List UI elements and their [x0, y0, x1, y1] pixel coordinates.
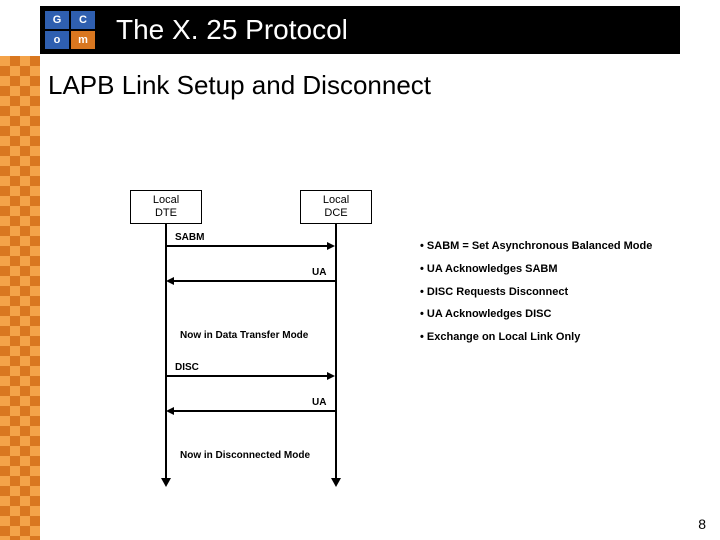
msg-arrow-ua2: [173, 410, 335, 412]
title-bar: G C o m The X. 25 Protocol: [40, 6, 680, 54]
msg-arrow-ua1: [173, 280, 335, 282]
mode-label-disconnected: Now in Disconnected Mode: [180, 450, 310, 461]
logo-cell: C: [71, 11, 95, 29]
arrowhead-right-icon: [327, 242, 335, 250]
page-number: 8: [698, 516, 706, 532]
msg-label-ua1: UA: [312, 267, 326, 278]
bullet-item: DISC Requests Disconnect: [420, 286, 680, 300]
msg-label-disc: DISC: [175, 362, 199, 373]
msg-label-ua2: UA: [312, 397, 326, 408]
dte-lifeline: [165, 224, 167, 480]
lifeline-arrowhead: [331, 478, 341, 487]
logo-cell: G: [45, 11, 69, 29]
dce-lifeline: [335, 224, 337, 480]
dce-node: Local DCE: [300, 190, 372, 224]
logo-cell: o: [45, 31, 69, 49]
logo-cell: m: [71, 31, 95, 49]
bullet-item: Exchange on Local Link Only: [420, 331, 680, 345]
sequence-diagram: Local DTE Local DCE SABM UA Now in Data …: [130, 190, 410, 490]
arrowhead-left-icon: [166, 407, 174, 415]
gcom-logo: G C o m: [44, 10, 102, 50]
arrowhead-left-icon: [166, 277, 174, 285]
page-title: The X. 25 Protocol: [116, 14, 348, 46]
msg-label-sabm: SABM: [175, 232, 204, 243]
section-heading: LAPB Link Setup and Disconnect: [48, 70, 431, 101]
bullet-item: SABM = Set Asynchronous Balanced Mode: [420, 240, 680, 254]
decorative-side-strip: [0, 56, 40, 540]
arrowhead-right-icon: [327, 372, 335, 380]
dte-node: Local DTE: [130, 190, 202, 224]
bullet-list: SABM = Set Asynchronous Balanced Mode UA…: [420, 240, 680, 354]
msg-arrow-sabm: [167, 245, 329, 247]
bullet-item: UA Acknowledges SABM: [420, 263, 680, 277]
lifeline-arrowhead: [161, 478, 171, 487]
msg-arrow-disc: [167, 375, 329, 377]
bullet-item: UA Acknowledges DISC: [420, 308, 680, 322]
mode-label-transfer: Now in Data Transfer Mode: [180, 330, 308, 341]
